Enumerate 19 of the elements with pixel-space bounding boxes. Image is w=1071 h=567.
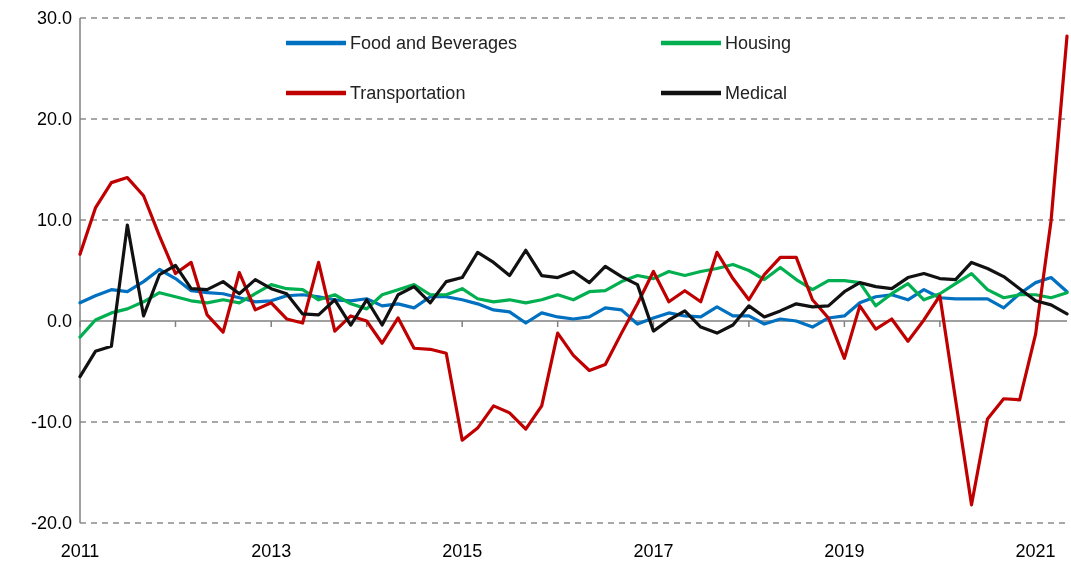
- y-tick-label: 0.0: [46, 311, 72, 332]
- y-tick-label: -10.0: [30, 412, 72, 433]
- legend-label: Housing: [725, 33, 792, 54]
- line-series: [78, 262, 1069, 339]
- y-tick-label: 20.0: [36, 109, 72, 130]
- x-tick-label: 2017: [633, 541, 674, 561]
- legend-label: Food and Beverages: [350, 33, 518, 54]
- line-series: [78, 34, 1069, 507]
- line-series: [78, 223, 1069, 379]
- legend-label: Medical: [725, 83, 788, 104]
- y-tick-label: 10.0: [36, 210, 72, 231]
- x-tick-label: 2015: [442, 541, 483, 561]
- x-tick-label: 2019: [824, 541, 865, 561]
- legend-label: Transportation: [350, 83, 466, 104]
- x-tick-label: 2021: [1015, 541, 1056, 561]
- x-tick-label: 2013: [251, 541, 292, 561]
- x-tick-label: 2011: [60, 541, 100, 561]
- y-tick-label: -20.0: [30, 513, 72, 534]
- y-tick-label: 30.0: [36, 8, 72, 29]
